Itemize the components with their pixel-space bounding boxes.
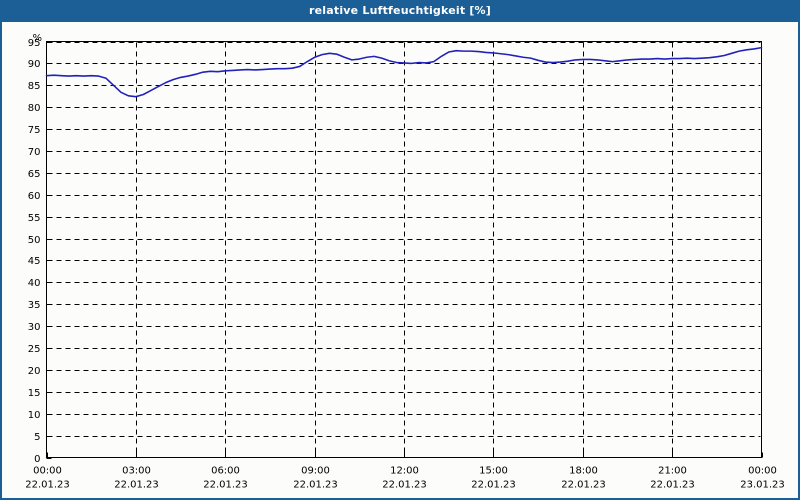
y-tick-label: 10 <box>28 410 41 421</box>
x-tick-time-label: 12:00 <box>390 466 419 477</box>
y-tick-label: 75 <box>28 125 41 136</box>
plot-area-container: 0 5 10 15 20 25 30 35 40 45 50 55 60 65 70 75 80 85 90 95 %… <box>2 22 798 496</box>
vertical-gridlines <box>136 42 673 457</box>
y-tick-label: 45 <box>28 256 41 267</box>
y-tick-label: 85 <box>28 81 41 92</box>
y-tick-label: 0 <box>34 454 40 465</box>
x-tick-date-label: 22.01.23 <box>471 480 516 491</box>
x-tick-date-label: 22.01.23 <box>25 480 70 491</box>
y-tick-label: 65 <box>28 169 41 180</box>
y-tick-label: 80 <box>28 103 41 114</box>
x-tick-time-label: 15:00 <box>479 466 508 477</box>
x-tick-marks <box>47 452 763 458</box>
humidity-line-chart: 0 5 10 15 20 25 30 35 40 45 50 55 60 65 70 75 80 85 90 95 %… <box>25 33 785 491</box>
x-tick-date-label: 22.01.23 <box>382 480 427 491</box>
y-tick-label: 40 <box>28 278 41 289</box>
y-tick-label: 20 <box>28 366 41 377</box>
y-tick-label: 30 <box>28 322 41 333</box>
x-tick-time-label: 00:00 <box>33 466 62 477</box>
y-axis-unit-label: % <box>32 33 42 44</box>
x-tick-time-label: 09:00 <box>301 466 330 477</box>
window-title: relative Luftfeuchtigkeit [%] <box>0 0 800 22</box>
y-axis-tick-labels: 0 5 10 15 20 25 30 35 40 45 50 55 60 65 70 75 80 85 90 95 <box>28 38 41 465</box>
x-tick-date-label: 22.01.23 <box>650 480 695 491</box>
y-tick-label: 15 <box>28 388 41 399</box>
y-tick-label: 70 <box>28 147 41 158</box>
x-tick-date-label: 22.01.23 <box>114 480 159 491</box>
y-tick-label: 5 <box>34 432 40 443</box>
x-tick-time-label: 00:00 <box>748 466 777 477</box>
x-tick-date-label: 23.01.23 <box>740 480 785 491</box>
horizontal-gridlines <box>47 42 761 437</box>
x-tick-time-label: 18:00 <box>569 466 598 477</box>
x-tick-time-label: 21:00 <box>658 466 687 477</box>
x-tick-date-label: 22.01.23 <box>561 480 606 491</box>
x-tick-time-label: 03:00 <box>122 466 151 477</box>
y-tick-label: 60 <box>28 191 41 202</box>
y-tick-label: 55 <box>28 213 41 224</box>
y-tick-marks <box>46 42 52 459</box>
y-tick-label: 50 <box>28 235 41 246</box>
x-tick-date-label: 22.01.23 <box>203 480 248 491</box>
series-line-humidity <box>45 46 763 98</box>
x-axis-tick-labels: 00:00 22.01.23 03:00 22.01.23 06:00 22.01.23 0… <box>25 466 785 491</box>
x-tick-time-label: 06:00 <box>211 466 240 477</box>
plot-frame <box>45 40 763 459</box>
y-tick-label: 35 <box>28 300 41 311</box>
y-tick-label: 25 <box>28 344 41 355</box>
x-tick-date-label: 22.01.23 <box>293 480 338 491</box>
y-tick-label: 90 <box>28 59 41 70</box>
y-tick-label: 95 <box>28 38 41 49</box>
